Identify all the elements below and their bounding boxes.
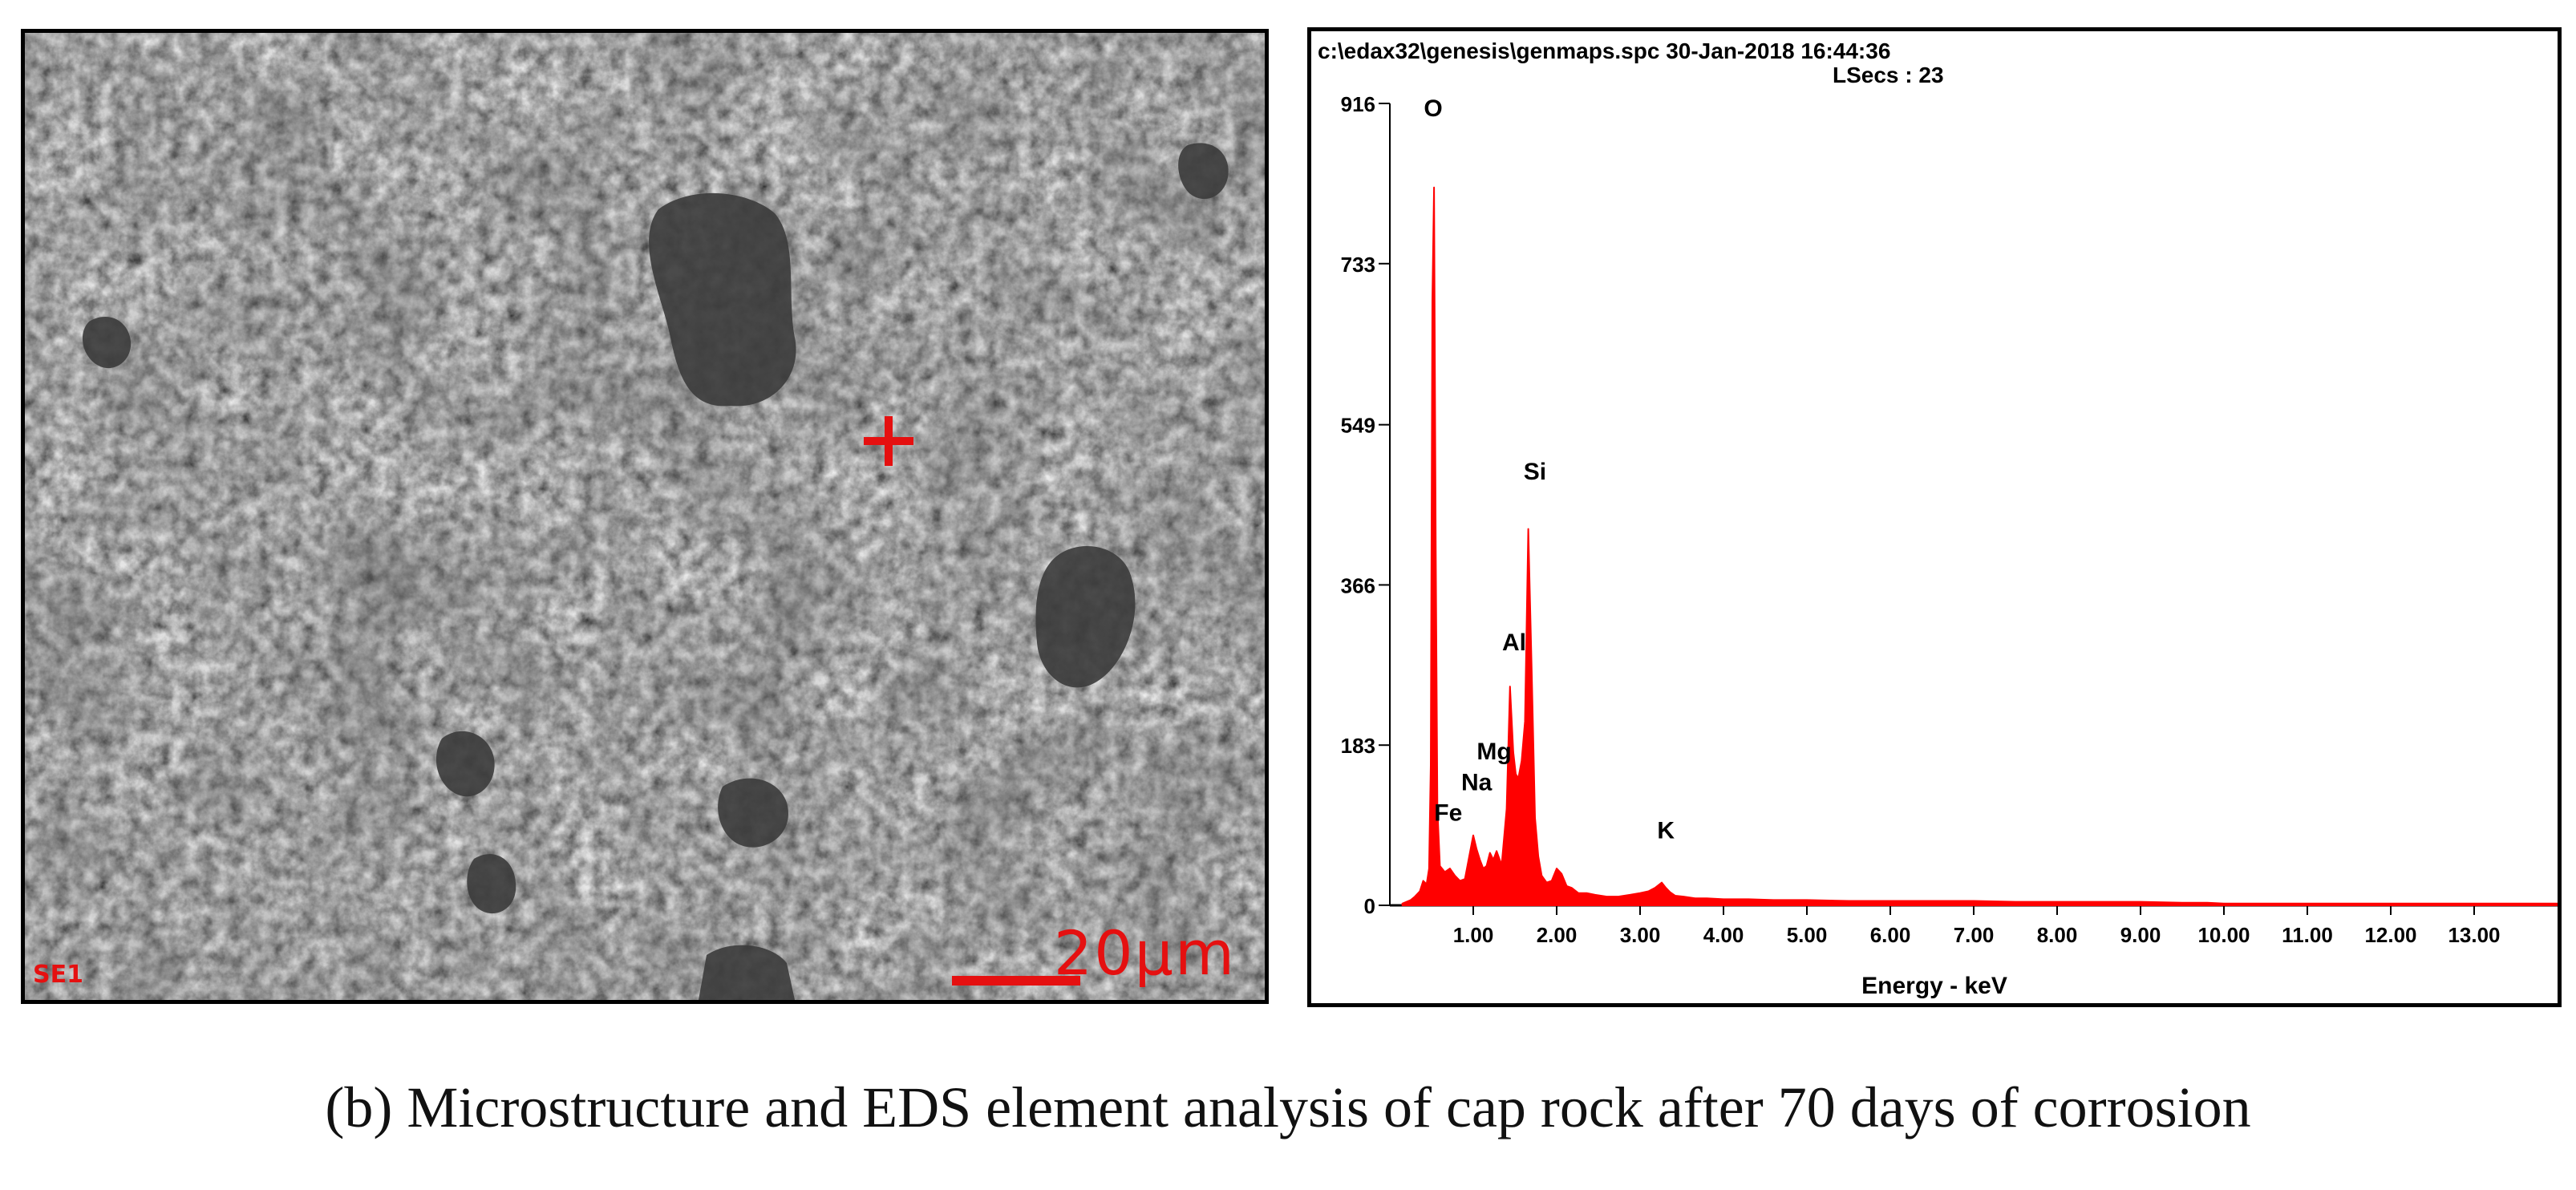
y-tick-label: 366 (1341, 573, 1375, 597)
x-tick-label: 3.00 (1620, 923, 1661, 947)
chart-subtitle: LSecs : 23 (1833, 63, 1944, 87)
x-axis-label: Energy - keV (1861, 973, 2007, 999)
peak-label: Mg (1476, 739, 1511, 765)
x-tick-label: 12.00 (2364, 923, 2416, 947)
figure-caption: (b) Microstructure and EDS element analy… (325, 1075, 2251, 1139)
sem-dark-grains (82, 143, 1229, 1000)
y-tick-label: 733 (1341, 253, 1375, 277)
peak-label: Si (1524, 459, 1546, 485)
crosshair-plus-icon (864, 416, 913, 466)
peak-label: O (1424, 95, 1442, 122)
y-tick-label: 0 (1364, 894, 1375, 918)
sem-scale-label: 20µm (1053, 917, 1236, 989)
x-tick-label: 6.00 (1870, 923, 1911, 947)
peak-label: Fe (1434, 800, 1462, 827)
peak-label: Al (1502, 629, 1526, 656)
y-tick-label: 183 (1341, 734, 1375, 758)
x-tick-label: 8.00 (2037, 923, 2078, 947)
x-tick-label: 2.00 (1537, 923, 1578, 947)
x-tick-label: 4.00 (1703, 923, 1744, 947)
y-tick-label: 916 (1341, 92, 1375, 116)
sem-texture (25, 33, 1265, 1000)
x-tick-label: 11.00 (2282, 923, 2333, 947)
y-tick-label: 549 (1341, 414, 1375, 438)
x-tick-label: 7.00 (1954, 923, 1995, 947)
sem-scale-bar (952, 976, 1080, 986)
spectrum-series (1401, 186, 2558, 906)
x-tick-label: 9.00 (2120, 923, 2161, 947)
sem-corner-label: SE1 (33, 961, 83, 989)
peak-label: Na (1461, 769, 1493, 795)
sem-micrograph: 20µm SE1 (21, 29, 1269, 1004)
x-tick-label: 10.00 (2197, 923, 2250, 947)
eds-chart-svg: c:\edax32\genesis\genmaps.spc 30-Jan-201… (1318, 38, 2558, 999)
peak-label: K (1657, 817, 1675, 844)
eds-spectrum-chart: c:\edax32\genesis\genmaps.spc 30-Jan-201… (1307, 27, 2562, 1007)
x-tick-label: 1.00 (1453, 923, 1494, 947)
x-tick-label: 5.00 (1787, 923, 1828, 947)
plot-area: 0 183 366 549 733 916 1.00 2.00 3.00 4.00 5.00 6.00… (1341, 92, 2558, 947)
x-tick-label: 13.00 (2448, 923, 2500, 947)
chart-title: c:\edax32\genesis\genmaps.spc 30-Jan-201… (1318, 38, 1890, 63)
